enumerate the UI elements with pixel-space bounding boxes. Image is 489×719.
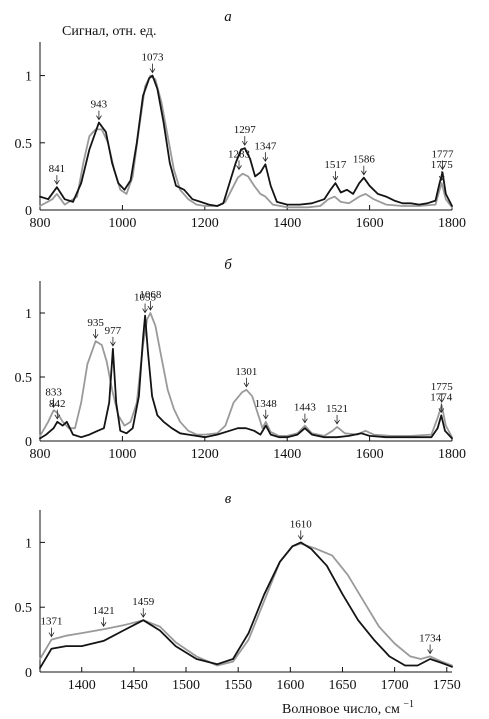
panel-c-x-tick-label: 1700 <box>381 678 409 693</box>
panel-c-peak-label: 1459 <box>132 596 155 608</box>
panel-c-peak-arrow <box>140 608 147 618</box>
x-axis-label-text: Волновое число, см <box>282 702 400 717</box>
panel-b-peak-arrow <box>50 398 57 409</box>
panel-b-peak-label: 1068 <box>139 289 162 301</box>
panel-b-peak-arrow <box>302 413 308 424</box>
panel-a-peak-label: 841 <box>49 163 66 175</box>
panel-c-peak-label: 1371 <box>40 616 62 628</box>
panel-c-x-tick-label: 1400 <box>68 678 96 693</box>
panel-c-black-spectrum-line <box>39 541 453 669</box>
panel-a-y-tick-label: 1 <box>25 70 32 85</box>
panel-a-x-tick-label: 800 <box>30 216 51 231</box>
panel-b-x-tick-label: 800 <box>30 447 51 462</box>
panel-b-peak-label: 833 <box>45 386 62 398</box>
panel-c-x-tick-label: 1650 <box>328 678 356 693</box>
panel-c-y-tick-label: 0.5 <box>15 601 33 616</box>
panel-c-x-tick-label: 1500 <box>172 678 200 693</box>
panel-a-black-spectrum-line <box>39 74 453 207</box>
panel-b-black-spectrum-line <box>39 314 453 440</box>
panel-b-y-tick-label: 0 <box>25 435 32 450</box>
panel-c-peak-arrow <box>427 644 433 655</box>
panel-a-peak-label: 1517 <box>324 159 347 171</box>
panel-b-peak-arrow <box>438 393 445 403</box>
panel-c-x-tick-label: 1450 <box>120 678 148 693</box>
panel-b-peak-label: 1055 <box>134 292 157 304</box>
panel-b-peak-label: 1521 <box>326 403 348 415</box>
panel-a-peak-arrow <box>439 160 446 171</box>
panel-a-peak-arrow <box>96 110 102 121</box>
panel-a-peak-arrow <box>54 175 60 185</box>
panel-a-x-tick-label: 1400 <box>273 216 301 231</box>
panel-c-x-tick-label: 1600 <box>276 678 304 693</box>
panel-b-peak-label: 1348 <box>255 398 278 410</box>
panel-a-peak-label: 1347 <box>254 140 277 152</box>
panel-c-peak-label: 1610 <box>290 518 313 530</box>
panel-b-peak-arrow <box>243 377 250 388</box>
panel-a-x-tick-label: 1000 <box>108 216 136 231</box>
panel-a: а 800 1000 1200 1400 1600 1800 0 0.5 1 841 943 1073… <box>15 9 467 231</box>
panel-b-peak-label: 977 <box>105 325 122 337</box>
panel-b-y-tick-label: 0.5 <box>15 371 33 386</box>
panel-c-peak-arrow <box>297 530 304 541</box>
panel-a-peak-label: 1297 <box>234 124 257 136</box>
panel-a-letter: а <box>224 9 232 25</box>
panel-b-peak-arrow <box>334 414 340 425</box>
panel-a-y-tick-label: 0 <box>25 204 32 219</box>
panel-c-peak-arrow <box>100 617 107 627</box>
panel-a-peak-arrow <box>438 171 445 181</box>
panel-b-peak-label: 935 <box>87 317 104 329</box>
panel-b-peak-arrow <box>438 403 445 414</box>
panel-b-x-tick-label: 1400 <box>273 447 301 462</box>
panel-a-y-tick-label: 0.5 <box>15 137 33 152</box>
panel-b-y-tick-label: 1 <box>25 307 32 322</box>
panel-c: в 1400 1450 1500 1550 1600 1650 1700 1750 0 0.5 1 1… <box>15 491 461 693</box>
panel-b-x-tick-label: 1000 <box>108 447 136 462</box>
panel-b-peak-arrow <box>92 329 99 339</box>
panel-b-peak-arrow <box>147 301 154 311</box>
panel-b-peak-label: 842 <box>49 398 66 410</box>
panel-a-peak-arrow <box>360 165 367 176</box>
panel-b-peak-arrow <box>262 409 269 420</box>
panel-c-x-tick-label: 1750 <box>433 678 461 693</box>
panel-a-peak-label: 1283 <box>228 148 251 160</box>
y-axis-label: Сигнал, отн. ед. <box>62 24 156 39</box>
panel-a-peak-label: 943 <box>91 99 108 111</box>
panel-c-peak-arrow <box>48 627 55 638</box>
panel-b-peak-arrow <box>110 336 116 347</box>
panel-c-y-tick-label: 1 <box>25 536 32 551</box>
panel-a-x-tick-label: 1200 <box>191 216 219 231</box>
panel-a-peak-arrow <box>236 160 242 171</box>
panel-b-peak-arrow <box>54 409 61 420</box>
panel-a-x-tick-label: 1800 <box>438 216 466 231</box>
panel-a-peak-arrow <box>262 152 269 163</box>
panel-b-peak-arrow <box>142 303 148 314</box>
panel-b-letter: б <box>224 257 232 273</box>
panel-c-letter: в <box>225 491 232 507</box>
panel-b-peak-label: 1301 <box>235 366 257 378</box>
panel-b-x-tick-label: 1200 <box>191 447 219 462</box>
panel-b-peak-label: 1775 <box>431 381 454 393</box>
panel-a-peak-label: 1073 <box>141 52 164 64</box>
panel-b-x-tick-label: 1600 <box>356 447 384 462</box>
panel-b-peak-label: 1443 <box>294 402 317 414</box>
x-axis-label-unit-exponent: −1 <box>403 699 414 710</box>
panel-a-gray-spectrum-line <box>39 74 453 209</box>
panel-a-x-tick-label: 1600 <box>356 216 384 231</box>
panel-b-x-tick-label: 1800 <box>438 447 466 462</box>
panel-a-peak-arrow <box>149 63 156 74</box>
panel-c-x-tick-label: 1550 <box>224 678 252 693</box>
panel-a-peak-arrow <box>241 136 248 146</box>
panel-a-peak-label: 1777 <box>432 148 455 160</box>
x-axis-label: Волновое число, см −1 <box>282 699 414 717</box>
panel-a-peak-arrow <box>332 171 339 181</box>
panel-c-gray-spectrum-line <box>39 542 453 667</box>
panel-a-peak-label: 1775 <box>431 159 454 171</box>
panel-c-peak-label: 1734 <box>419 632 442 644</box>
panel-c-peak-label: 1421 <box>93 605 115 617</box>
panel-a-peak-label: 1586 <box>353 154 376 166</box>
panel-c-y-tick-label: 0 <box>25 666 32 681</box>
